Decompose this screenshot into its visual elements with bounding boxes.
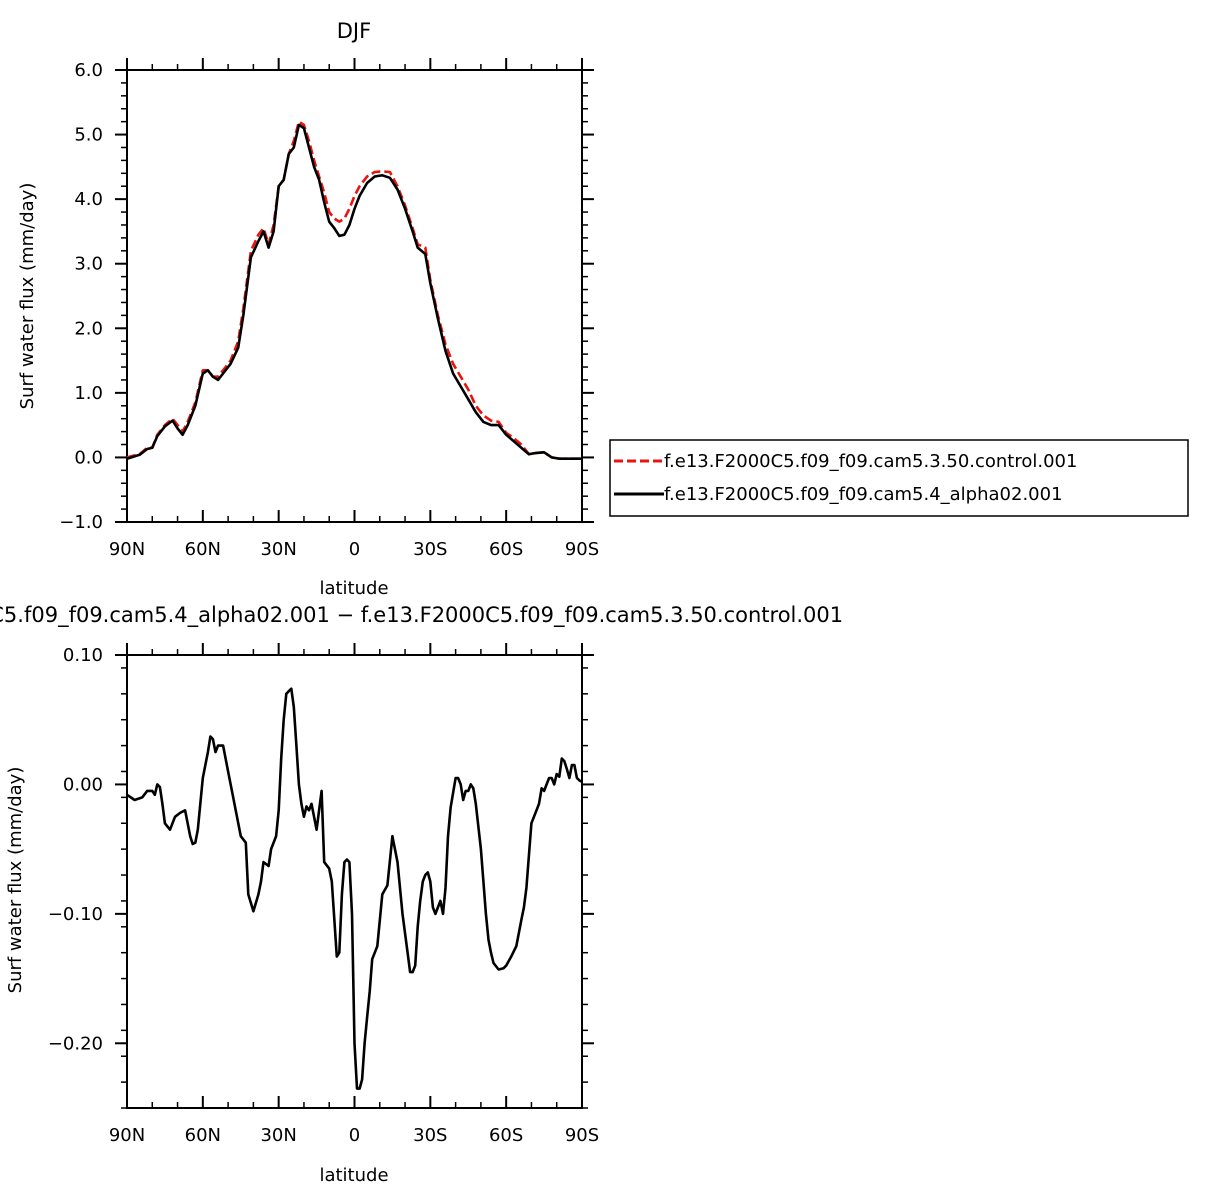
top-x-axis-label: latitude	[319, 578, 388, 599]
bottom-x-tick-label: 0	[349, 1125, 360, 1146]
top-x-tick-label: 0	[349, 539, 360, 560]
top-y-tick-label: 3.0	[74, 254, 103, 275]
top-plot-frame	[126, 69, 583, 523]
bottom-y-tick-label: −0.20	[48, 1033, 103, 1054]
bottom-x-tick-label: 90S	[565, 1125, 599, 1146]
top-series-line-1	[126, 123, 582, 461]
bottom-y-axis-label: Surf water flux (mm/day)	[5, 767, 26, 994]
bottom-series-line-0	[126, 687, 583, 1090]
top-y-axis-label: Surf water flux (mm/day)	[17, 183, 38, 410]
top-x-tick-label: 60N	[185, 539, 221, 560]
bottom-x-tick-label: 60N	[185, 1125, 221, 1146]
top-y-tick-label: 4.0	[74, 189, 103, 210]
top-x-tick-label: 60S	[489, 539, 523, 560]
top-y-tick-label: 2.0	[74, 318, 103, 339]
bottom-y-tick-label: 0.00	[63, 774, 103, 795]
top-y-tick-label: 6.0	[74, 60, 103, 81]
bottom-y-tick-labels: 0.10 0.00 −0.10 −0.20	[48, 645, 103, 1054]
panel-bottom: f.e13.F2000C5.f09_f09.cam5.4_alpha02.001…	[0, 603, 843, 1186]
bottom-plot-frame	[126, 654, 583, 1109]
bottom-y-tick-label: −0.10	[48, 904, 103, 925]
top-x-tick-label: 90S	[565, 539, 599, 560]
top-y-tick-label: −1.0	[59, 512, 103, 533]
legend: f.e13.F2000C5.f09_f09.cam5.3.50.control.…	[609, 439, 1189, 517]
bottom-series-lines	[126, 687, 583, 1090]
panel-top: DJF 90N 60N 30N 0 30S 60S 90S 6.0 5.0 4.0 3.0 2.0 1…	[17, 19, 1189, 599]
bottom-x-tick-label: 30N	[260, 1125, 296, 1146]
bottom-x-tick-labels: 90N 60N 30N 0 30S 60S 90S	[109, 1125, 599, 1146]
top-x-tick-label: 30S	[413, 539, 447, 560]
legend-label-control: f.e13.F2000C5.f09_f09.cam5.3.50.control.…	[664, 451, 1077, 472]
bottom-x-tick-label: 30S	[413, 1125, 447, 1146]
bottom-title: f.e13.F2000C5.f09_f09.cam5.4_alpha02.001…	[0, 603, 843, 628]
bottom-x-axis-label: latitude	[319, 1165, 388, 1186]
bottom-y-tick-label: 0.10	[63, 645, 103, 666]
top-tick-marks	[115, 58, 594, 523]
top-x-tick-label: 90N	[109, 539, 145, 560]
legend-box	[609, 439, 1189, 517]
top-x-tick-label: 30N	[260, 539, 296, 560]
legend-label-alpha02: f.e13.F2000C5.f09_f09.cam5.4_alpha02.001	[664, 484, 1063, 505]
top-series-lines	[126, 120, 582, 461]
bottom-x-tick-label: 60S	[489, 1125, 523, 1146]
top-y-tick-label: 5.0	[74, 125, 103, 146]
top-title: DJF	[337, 19, 371, 43]
top-y-tick-label: 0.0	[74, 447, 103, 468]
bottom-x-tick-label: 90N	[109, 1125, 145, 1146]
top-x-tick-labels: 90N 60N 30N 0 30S 60S 90S	[109, 539, 599, 560]
top-y-tick-label: 1.0	[74, 383, 103, 404]
top-y-tick-labels: 6.0 5.0 4.0 3.0 2.0 1.0 0.0 −1.0	[59, 60, 103, 533]
